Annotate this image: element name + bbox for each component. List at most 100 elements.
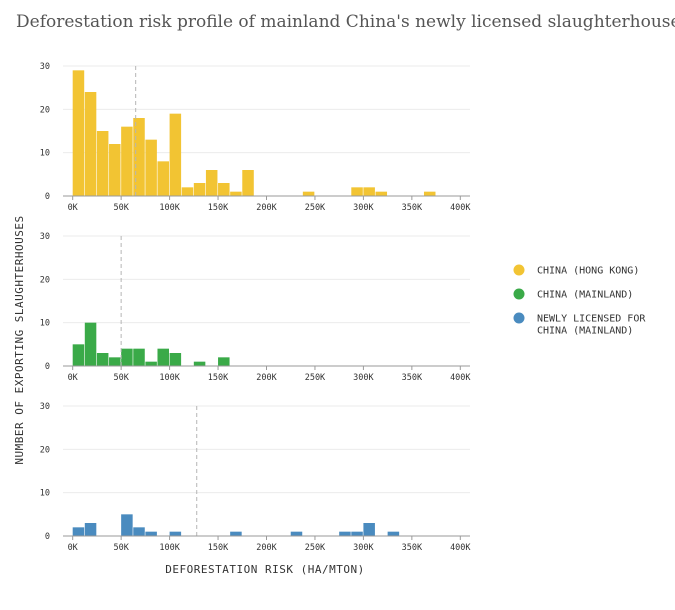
- histogram-bar: [181, 187, 194, 196]
- histogram-bar: [351, 187, 363, 196]
- histogram-bar: [218, 183, 230, 196]
- histogram-bar: [169, 531, 182, 536]
- y-tick-label: 30: [40, 62, 50, 72]
- y-tick-label: 0: [45, 532, 50, 542]
- histogram-bar: [387, 531, 400, 536]
- histogram-bar: [84, 92, 97, 196]
- histogram-bar: [109, 357, 121, 366]
- histogram-bar: [363, 187, 375, 196]
- histogram-bar: [133, 118, 145, 196]
- x-tick-label: 250K: [305, 203, 326, 213]
- histogram-bar: [121, 126, 133, 196]
- histogram-bar: [96, 353, 109, 366]
- y-tick-label: 10: [40, 149, 50, 159]
- legend: CHINA (HONG KONG)CHINA (MAINLAND)NEWLY L…: [513, 264, 646, 337]
- x-tick-label: 300K: [353, 203, 374, 213]
- x-tick-label: 150K: [208, 543, 229, 553]
- x-tick-label: 300K: [353, 373, 374, 383]
- histogram-bar: [193, 183, 206, 196]
- y-tick-label: 20: [40, 445, 50, 455]
- histogram-bar: [290, 531, 303, 536]
- histogram-bar: [230, 191, 242, 196]
- x-tick-label: 50K: [113, 203, 129, 213]
- histogram-bar: [72, 527, 85, 536]
- y-tick-label: 30: [40, 402, 50, 412]
- histogram-bar: [121, 514, 133, 536]
- histogram-bar: [133, 348, 145, 366]
- legend-swatch: [513, 264, 525, 276]
- x-tick-label: 400K: [450, 373, 471, 383]
- histogram-bar: [84, 523, 97, 536]
- x-axis-title: DEFORESTATION RISK (HA/MTON): [165, 563, 364, 576]
- y-tick-label: 10: [40, 319, 50, 329]
- legend-swatch: [513, 312, 525, 324]
- x-tick-label: 350K: [402, 543, 423, 553]
- histogram-bar: [302, 191, 315, 196]
- histogram-bar: [339, 531, 351, 536]
- x-tick-label: 350K: [402, 373, 423, 383]
- histogram-bar: [230, 531, 242, 536]
- x-tick-label: 100K: [159, 373, 180, 383]
- histogram-bar: [121, 348, 133, 366]
- x-tick-label: 200K: [256, 543, 277, 553]
- x-tick-label: 0K: [68, 543, 79, 553]
- y-axis-title: NUMBER OF EXPORTING SLAUGHTERHOUSES: [13, 215, 26, 464]
- histogram-bar: [133, 527, 145, 536]
- y-tick-label: 30: [40, 232, 50, 242]
- histogram-bar: [423, 191, 436, 196]
- x-tick-label: 400K: [450, 203, 471, 213]
- x-tick-label: 150K: [208, 373, 229, 383]
- x-tick-label: 400K: [450, 543, 471, 553]
- histogram-bar: [351, 531, 363, 536]
- histogram-bar: [109, 144, 121, 196]
- y-tick-label: 0: [45, 192, 50, 202]
- x-tick-label: 350K: [402, 203, 423, 213]
- y-tick-label: 0: [45, 362, 50, 372]
- x-tick-label: 300K: [353, 543, 374, 553]
- histogram-bar: [157, 161, 169, 196]
- x-tick-label: 200K: [256, 373, 277, 383]
- legend-label: CHINA (MAINLAND): [537, 326, 633, 337]
- histogram-bar: [193, 361, 206, 366]
- legend-label: CHINA (HONG KONG): [537, 266, 639, 277]
- histogram-bar: [363, 523, 375, 536]
- x-tick-label: 100K: [159, 203, 180, 213]
- x-tick-label: 250K: [305, 543, 326, 553]
- x-tick-label: 50K: [113, 373, 129, 383]
- histogram-bar: [96, 131, 109, 196]
- x-tick-label: 0K: [68, 373, 79, 383]
- histogram-bar: [145, 139, 157, 196]
- legend-label: CHINA (MAINLAND): [537, 290, 633, 301]
- histogram-bar: [169, 353, 182, 366]
- x-tick-label: 250K: [305, 373, 326, 383]
- legend-item: CHINA (MAINLAND): [513, 288, 633, 301]
- x-tick-label: 50K: [113, 543, 129, 553]
- histogram-bar: [72, 70, 85, 196]
- x-tick-label: 100K: [159, 543, 180, 553]
- legend-item: CHINA (HONG KONG): [513, 264, 639, 277]
- histogram-bar: [84, 322, 97, 366]
- y-tick-label: 10: [40, 489, 50, 499]
- histogram-bar: [169, 113, 182, 196]
- x-tick-label: 150K: [208, 203, 229, 213]
- chart-title: Deforestation risk profile of mainland C…: [16, 12, 675, 32]
- y-tick-label: 20: [40, 105, 50, 115]
- histogram-bar: [375, 191, 388, 196]
- histogram-bar: [72, 344, 85, 366]
- histogram-bar: [205, 170, 218, 196]
- histogram-bar: [145, 531, 157, 536]
- histogram-bar: [145, 361, 157, 366]
- legend-label: NEWLY LICENSED FOR: [537, 314, 646, 325]
- histogram-bar: [218, 357, 230, 366]
- legend-swatch: [513, 288, 525, 300]
- x-tick-label: 0K: [68, 203, 79, 213]
- histogram-bar: [157, 348, 169, 366]
- y-tick-label: 20: [40, 275, 50, 285]
- x-tick-label: 200K: [256, 203, 277, 213]
